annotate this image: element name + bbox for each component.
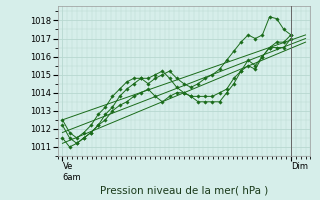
X-axis label: Pression niveau de la mer( hPa ): Pression niveau de la mer( hPa ): [100, 186, 268, 196]
